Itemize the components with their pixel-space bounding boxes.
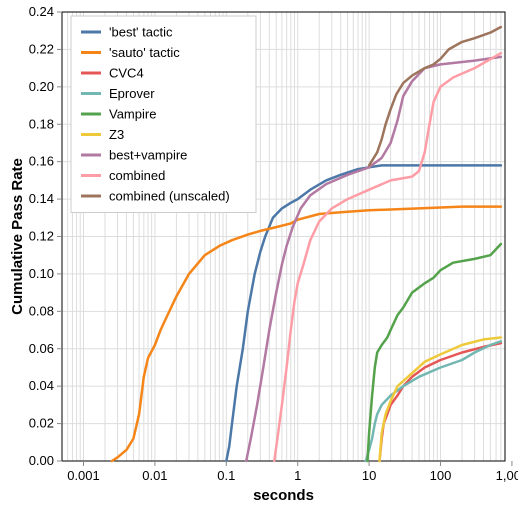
legend-label: Eprover [109, 86, 155, 101]
legend-label: CVC4 [109, 66, 144, 81]
x-tick-label: 0.001 [67, 468, 100, 483]
x-tick-label: 1 [294, 468, 301, 483]
y-tick-label: 0.12 [29, 229, 54, 244]
legend-label: Vampire [109, 107, 156, 122]
legend: 'best' tactic 'sauto' tactic CVC4 Eprover Va… [70, 15, 257, 213]
y-tick-label: 0.04 [29, 378, 54, 393]
y-tick-label: 0.02 [29, 416, 54, 431]
legend-box [70, 15, 257, 213]
x-tick-label: 0.1 [217, 468, 235, 483]
legend-label: 'best' tactic [109, 25, 173, 40]
legend-label: combined [109, 168, 165, 183]
y-tick-label: 0.16 [29, 154, 54, 169]
series-line-vampire [366, 242, 503, 463]
y-tick-label: 0.00 [29, 453, 54, 468]
legend-label: best+vampire [109, 148, 187, 163]
y-axis-title: Cumulative Pass Rate [9, 158, 26, 315]
y-tick-label: 0.06 [29, 341, 54, 356]
y-tick-label: 0.22 [29, 41, 54, 56]
y-tick-label: 0.08 [29, 303, 54, 318]
y-tick-label: 0.20 [29, 79, 54, 94]
y-tick-label: 0.18 [29, 116, 54, 131]
legend-label: 'sauto' tactic [109, 45, 180, 60]
y-tick-label: 0.14 [29, 191, 54, 206]
x-tick-label: 0.01 [142, 468, 167, 483]
y-tick-label: 0.10 [29, 266, 54, 281]
series-line-sauto-tactic [110, 205, 503, 463]
legend-label: combined (unscaled) [109, 189, 230, 204]
y-axis: 0.00 0.02 0.04 0.06 0.08 0.10 0.12 0.14 0.16 0.18… [29, 4, 62, 468]
series-line-eprover [364, 340, 503, 463]
series-layer [110, 25, 503, 463]
series-line-combined [273, 51, 503, 463]
x-tick-label: 10 [362, 468, 376, 483]
x-tick-label: 1,000 [496, 468, 518, 483]
x-axis: 0.001 0.01 0.1 1 10 100 1,000 [67, 461, 518, 483]
series-line-best-vampire [244, 55, 503, 463]
legend-label: Z3 [109, 127, 124, 142]
x-axis-title: seconds [253, 487, 314, 504]
y-tick-label: 0.24 [29, 4, 54, 19]
series-line-z3 [378, 336, 503, 463]
x-tick-label: 100 [430, 468, 452, 483]
series-line-combined-unscaled [367, 25, 503, 167]
